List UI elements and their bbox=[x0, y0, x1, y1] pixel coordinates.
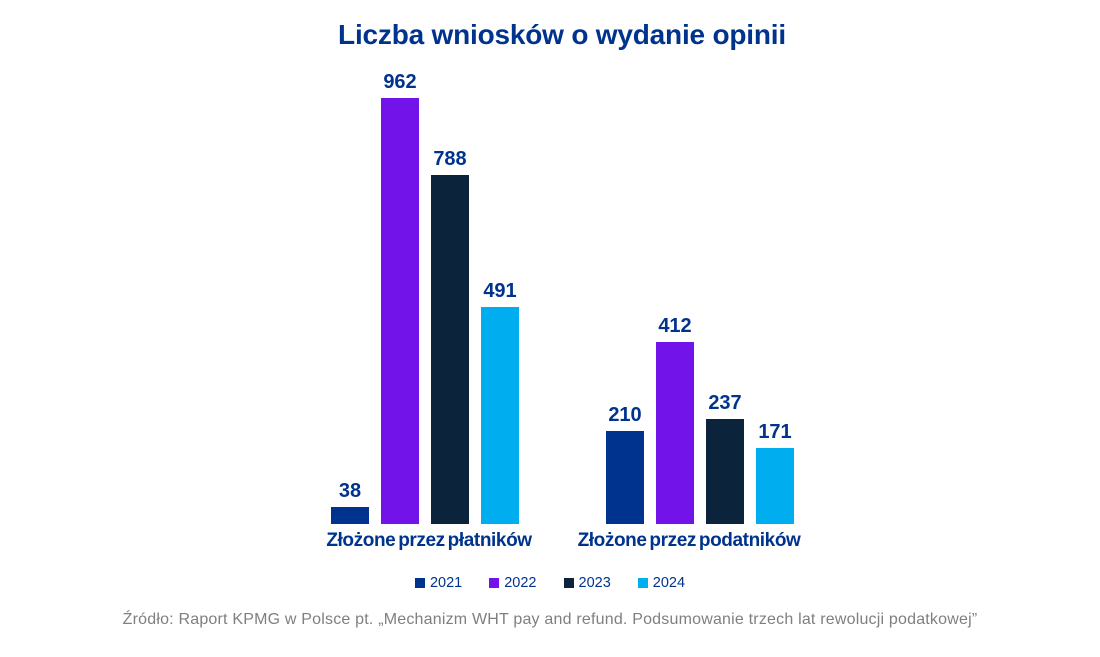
bar-2024-1 bbox=[481, 307, 519, 524]
bar-value-label: 412 bbox=[658, 315, 692, 337]
bar-value-label: 210 bbox=[608, 404, 642, 426]
legend-swatch-2021 bbox=[414, 578, 425, 588]
bar-2022-1 bbox=[381, 98, 419, 524]
chart-legend: 2021 2022 2023 2024 bbox=[0, 574, 1100, 592]
legend-label: 2024 bbox=[652, 575, 686, 591]
legend-label: 2021 bbox=[429, 575, 463, 591]
legend-item-2023: 2023 bbox=[563, 574, 611, 592]
category-label-2: Złożone przez podatników bbox=[577, 530, 801, 551]
legend-item-2022: 2022 bbox=[489, 574, 537, 592]
bar-value-label: 38 bbox=[338, 480, 362, 502]
bar-value-label: 171 bbox=[758, 421, 792, 443]
bar-2021-2 bbox=[606, 431, 644, 524]
legend-label: 2023 bbox=[578, 575, 611, 591]
chart-title: Liczba wniosków o wydanie opinii bbox=[338, 19, 786, 50]
bar-2023-1 bbox=[431, 175, 469, 524]
bar-value-label: 962 bbox=[383, 71, 417, 93]
legend-swatch-2022 bbox=[489, 578, 500, 588]
bar-value-label: 788 bbox=[433, 148, 467, 170]
source-note: Źródło: Raport KPMG w Polsce pt. „Mechan… bbox=[122, 611, 978, 628]
legend-swatch-2023 bbox=[563, 578, 574, 588]
bar-2023-2 bbox=[706, 419, 744, 524]
bar-value-label: 237 bbox=[708, 392, 742, 414]
legend-swatch-2024 bbox=[637, 578, 648, 588]
bar-2024-2 bbox=[756, 448, 794, 524]
bar-2022-2 bbox=[656, 342, 694, 524]
legend-item-2021: 2021 bbox=[414, 574, 463, 592]
legend-item-2024: 2024 bbox=[637, 574, 686, 592]
legend-label: 2022 bbox=[504, 575, 537, 591]
bar-2021-1 bbox=[331, 507, 369, 524]
category-label-1: Złożone przez płatników bbox=[326, 530, 532, 551]
bar-value-label: 491 bbox=[483, 280, 517, 302]
